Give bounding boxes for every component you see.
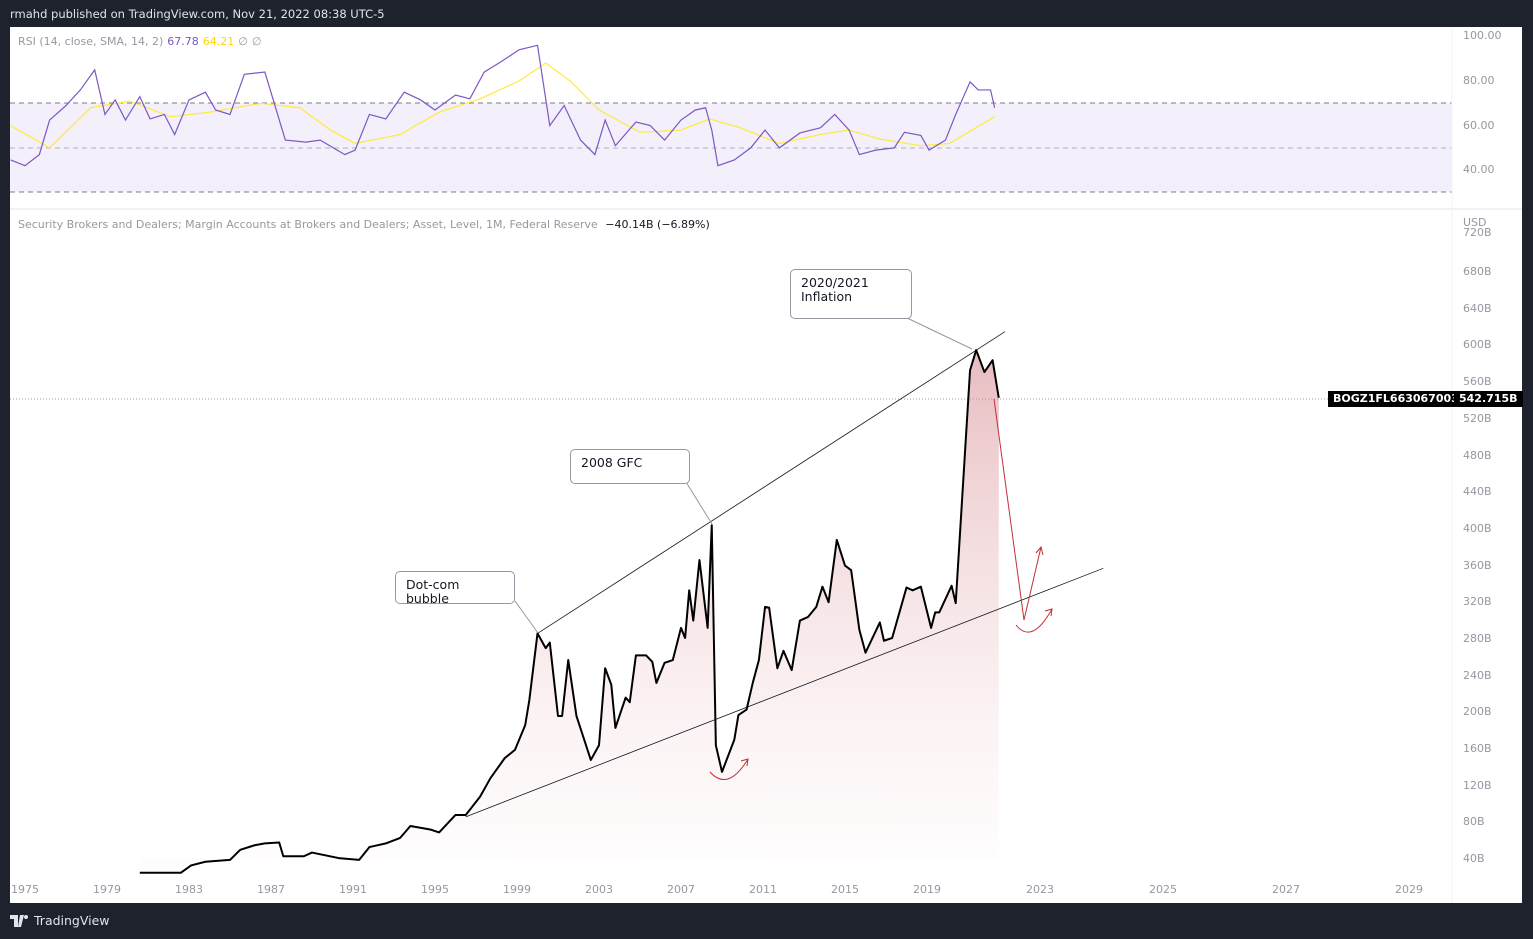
price-axis-label: 360B [1463, 558, 1492, 572]
series-change: −40.14B (−6.89%) [605, 218, 710, 231]
price-axis-label: 40B [1463, 852, 1485, 865]
price-axis-label: 120B [1463, 778, 1492, 792]
callout-pointers [514, 316, 973, 634]
rsi-value: 67.78 [167, 35, 199, 48]
rsi-legend[interactable]: RSI (14, close, SMA, 14, 2) 67.78 64.21 ∅ ∅ [18, 35, 265, 48]
time-axis-label: 2029 [1395, 883, 1423, 896]
price-axis-label: 560B [1463, 375, 1492, 389]
annotation-text: 2020/2021 [801, 275, 869, 290]
time-axis-label: 2027 [1272, 883, 1300, 896]
price-axis-label: 400B [1463, 521, 1492, 535]
rsi-axis-label: 60.00 [1463, 118, 1495, 132]
annotation-gfc[interactable]: 2008 GFC [570, 449, 690, 484]
gfc-recovery-arrow [709, 758, 749, 781]
price-axis-label: 200B [1463, 705, 1492, 719]
chart-area[interactable]: RSI (14, close, SMA, 14, 2) 67.78 64.21 ∅ ∅ … [10, 27, 1523, 903]
series-title: Security Brokers and Dealers; Margin Acc… [18, 218, 598, 231]
rsi-sma-value: 64.21 [202, 35, 235, 48]
annotation-text: 2008 GFC [581, 455, 643, 470]
time-axis-label: 2011 [749, 883, 777, 896]
price-axis-label: 440B [1463, 485, 1492, 499]
symbol-tag: BOGZ1FL663067003Q [1328, 391, 1474, 407]
annotation-text: Dot-com bubble [406, 577, 460, 606]
annotation-dotcom[interactable]: Dot-com bubble [395, 571, 515, 606]
time-axis-label: 2025 [1149, 883, 1177, 896]
brand-name: TradingView [34, 913, 110, 928]
time-axis-label: 1979 [93, 883, 121, 896]
rsi-axis-label: 40.00 [1463, 163, 1495, 177]
time-axis-label: 2003 [585, 883, 613, 896]
time-axis-label: 1995 [421, 883, 449, 896]
rsi-axis-label: 100.00 [1463, 29, 1502, 43]
trendline-upper [537, 331, 1006, 634]
rsi-na-2: ∅ [251, 35, 262, 48]
rsi-label: RSI (14, close, SMA, 14, 2) [18, 35, 164, 48]
price-axis-label: 480B [1463, 448, 1492, 462]
projected-recovery-arrow-up [1023, 546, 1042, 621]
rsi-axis-label: 80.00 [1463, 74, 1495, 87]
price-axis-label: 600B [1463, 338, 1492, 352]
price-axis-label: 280B [1463, 631, 1492, 645]
price-axis-label: 680B [1463, 265, 1492, 279]
time-axis-label: 1987 [257, 883, 285, 896]
time-axis-label: 2023 [1026, 883, 1054, 896]
rsi-line [10, 44, 996, 167]
price-axis-label: 520B [1463, 411, 1492, 425]
time-axis-label: 1999 [503, 883, 531, 896]
annotation-text: Inflation [801, 289, 853, 304]
price-axis-label: 160B [1463, 741, 1492, 755]
price-axis-label: 80B [1463, 815, 1485, 829]
time-axis-label: 1975 [11, 883, 39, 896]
annotation-inflation[interactable]: 2020/2021 Inflation [790, 269, 912, 319]
time-axis-label: 2015 [831, 883, 859, 896]
currency-label: USD [1463, 216, 1487, 229]
projected-recovery-arrow-right [1015, 608, 1053, 633]
time-axis-label: 2019 [913, 883, 941, 896]
rsi-na-1: ∅ [238, 35, 248, 48]
price-axis-label: 640B [1463, 301, 1492, 315]
rsi-sma-line [10, 62, 995, 149]
time-axis-label: 1983 [175, 883, 203, 896]
price-axis-label: 240B [1463, 668, 1492, 682]
tradingview-logo[interactable]: TradingView [10, 913, 110, 928]
time-axis-label: 2007 [667, 883, 695, 896]
price-axis-label: 720B [1463, 226, 1492, 239]
main-legend[interactable]: Security Brokers and Dealers; Margin Acc… [18, 218, 714, 231]
trendline-lower [465, 567, 1104, 818]
projection-arrows [709, 398, 1053, 781]
time-axis-label: 1991 [339, 883, 367, 896]
chart-canvas[interactable] [10, 27, 1522, 903]
tradingview-logo-icon [10, 914, 28, 927]
last-price-tag: 542.715B [1454, 391, 1523, 407]
price-line [139, 349, 1000, 874]
price-axis-label: 320B [1463, 595, 1492, 609]
publish-info: rmahd published on TradingView.com, Nov … [10, 7, 385, 21]
projected-decline-line [993, 398, 1025, 621]
price-area-fill [139, 350, 999, 873]
